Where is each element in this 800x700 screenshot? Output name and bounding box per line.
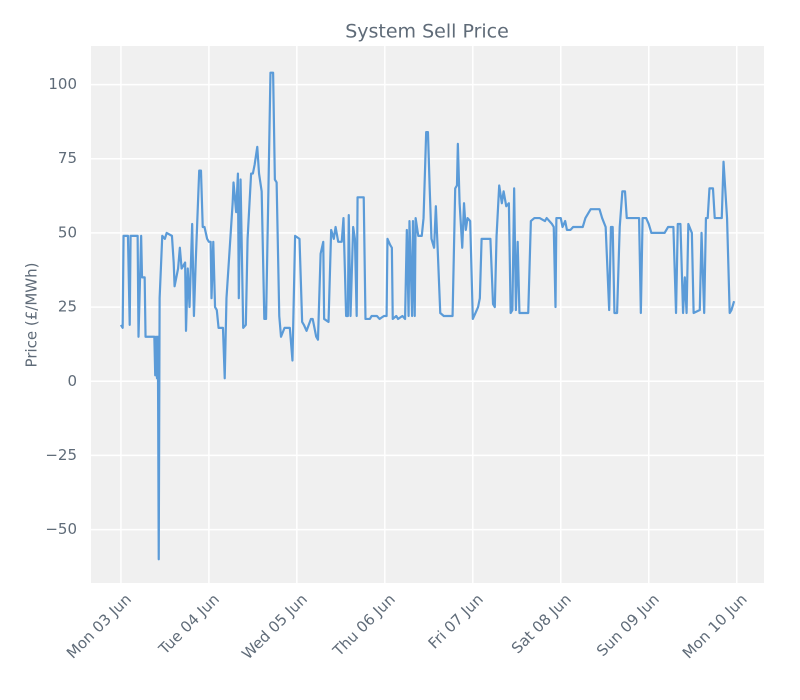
x-tick-label: Thu 06 Jun [329, 590, 399, 660]
x-tick-label: Mon 10 Jun [679, 590, 751, 662]
x-tick-label: Sat 08 Jun [508, 590, 575, 657]
x-tick-label: Tue 04 Jun [155, 590, 223, 658]
x-tick-label: Wed 05 Jun [238, 590, 311, 663]
x-tick-label: Mon 03 Jun [63, 590, 135, 662]
y-axis-label: Price (£/MWh) [23, 263, 41, 368]
y-tick-label: −25 [45, 446, 77, 464]
y-tick-label: 0 [67, 372, 77, 390]
y-tick-label: 50 [58, 223, 77, 241]
y-tick-label: 100 [48, 75, 77, 93]
price-line [119, 71, 736, 561]
plot-area [91, 46, 764, 583]
y-tick-label: 75 [58, 149, 77, 167]
y-tick-label: −50 [45, 520, 77, 538]
x-tick-label: Sun 09 Jun [593, 590, 663, 660]
chart-title: System Sell Price [345, 21, 509, 43]
y-tick-label: 25 [58, 298, 77, 316]
x-tick-label: Fri 07 Jun [425, 590, 487, 652]
